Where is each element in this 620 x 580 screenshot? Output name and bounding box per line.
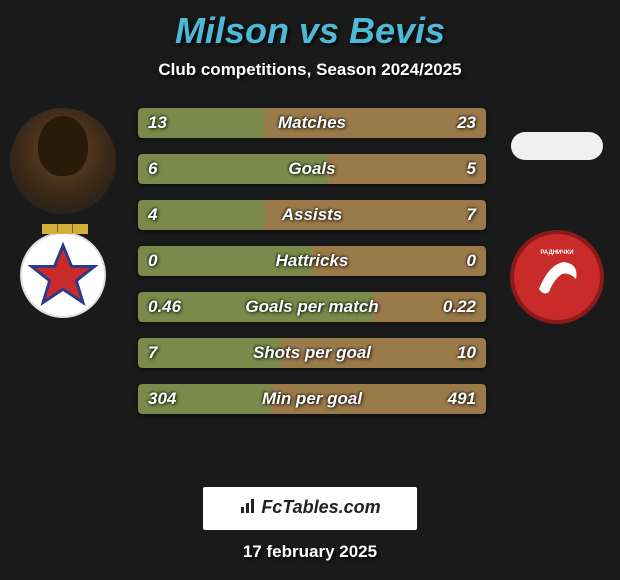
star-icon [22, 234, 104, 316]
stat-bar-left [138, 200, 265, 230]
stat-row: 00Hattricks [138, 246, 486, 276]
svg-text:РАДНИЧКИ: РАДНИЧКИ [540, 250, 573, 256]
right-player-column: РАДНИЧКИ [502, 108, 612, 324]
stat-bar-left [138, 384, 271, 414]
chart-icon [239, 497, 257, 520]
stat-bar-right [328, 154, 486, 184]
stat-bar-left [138, 292, 373, 322]
eagle-icon: РАДНИЧКИ [514, 234, 600, 320]
stat-bar-right [373, 292, 486, 322]
club-badge-crvena-zvezda [20, 232, 106, 318]
comparison-title: Milson vs Bevis [0, 10, 620, 52]
stat-bars-container: 1323Matches 65Goals 47Assists 00Hattricks 0.… [138, 108, 486, 430]
stat-row: 65Goals [138, 154, 486, 184]
stat-bar-left [138, 246, 312, 276]
stat-bar-left [138, 338, 281, 368]
brand-text: FcTables.com [261, 497, 380, 517]
stat-bar-right [271, 384, 486, 414]
stat-bar-right [281, 338, 486, 368]
stat-row: 0.460.22Goals per match [138, 292, 486, 322]
stat-row: 1323Matches [138, 108, 486, 138]
stat-bar-left [138, 108, 264, 138]
infographic-container: Milson vs Bevis Club competitions, Seaso… [0, 0, 620, 580]
stat-bar-right [312, 246, 486, 276]
stat-bar-right [264, 108, 486, 138]
stat-bar-right [265, 200, 486, 230]
main-area: РАДНИЧКИ 1323Matches 65Goals 47Assists 00Ha… [0, 108, 620, 438]
stat-row: 710Shots per goal [138, 338, 486, 368]
left-player-column [8, 108, 118, 318]
player-photo-right-placeholder [511, 132, 603, 160]
date-label: 17 february 2025 [0, 542, 620, 562]
stat-bar-left [138, 154, 328, 184]
stat-row: 47Assists [138, 200, 486, 230]
season-subtitle: Club competitions, Season 2024/2025 [0, 60, 620, 80]
stat-row: 304491Min per goal [138, 384, 486, 414]
player-photo-left [10, 108, 116, 214]
brand-box: FcTables.com [203, 487, 416, 530]
club-badge-radnicki: РАДНИЧКИ [510, 230, 604, 324]
footer: FcTables.com 17 february 2025 [0, 487, 620, 562]
